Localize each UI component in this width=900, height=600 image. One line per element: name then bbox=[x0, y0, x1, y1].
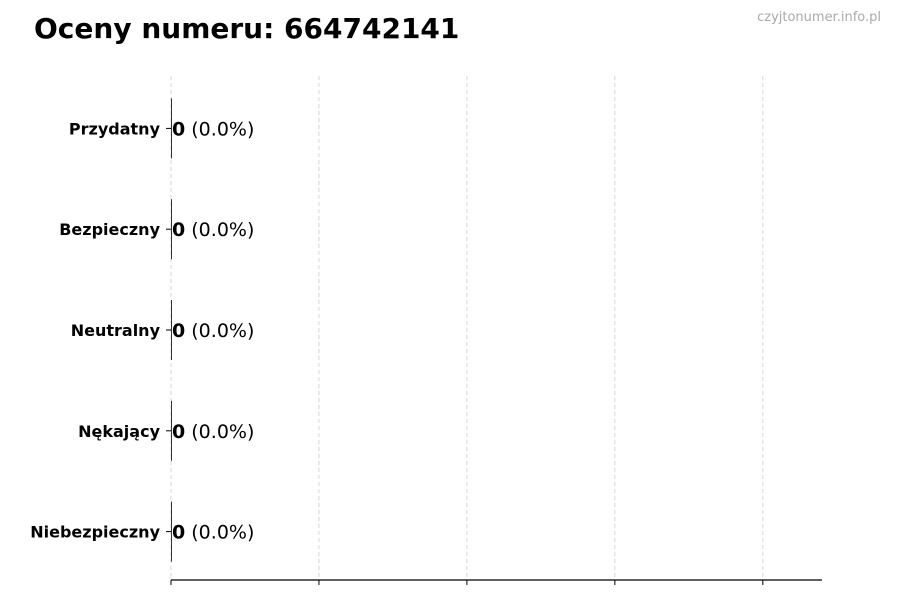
category-label: Nękający bbox=[78, 422, 160, 441]
bar bbox=[171, 300, 172, 360]
category-label: Bezpieczny bbox=[59, 220, 160, 239]
category-label: Przydatny bbox=[69, 119, 161, 138]
bar bbox=[171, 199, 172, 260]
data-label-count: 0 bbox=[172, 118, 185, 140]
bar bbox=[171, 400, 172, 461]
data-label-percent: (0.0%) bbox=[185, 320, 254, 342]
data-label-count: 0 bbox=[172, 421, 185, 443]
data-label-percent: (0.0%) bbox=[185, 421, 254, 443]
data-label-count: 0 bbox=[172, 219, 185, 241]
data-label-count: 0 bbox=[172, 522, 185, 544]
data-label-percent: (0.0%) bbox=[185, 522, 254, 544]
data-label-percent: (0.0%) bbox=[185, 219, 254, 241]
data-label: 0 (0.0%) bbox=[172, 522, 254, 544]
bar bbox=[171, 98, 172, 159]
watermark: czyjtonumer.info.pl bbox=[757, 10, 881, 25]
data-label-percent: (0.0%) bbox=[185, 118, 254, 140]
chart-title: Oceny numeru: 664742141 bbox=[34, 12, 460, 45]
data-label-count: 0 bbox=[172, 320, 185, 342]
category-label: Neutralny bbox=[71, 321, 161, 340]
category-label: Niebezpieczny bbox=[30, 523, 160, 542]
data-label: 0 (0.0%) bbox=[172, 320, 254, 342]
data-label: 0 (0.0%) bbox=[172, 118, 254, 140]
data-label: 0 (0.0%) bbox=[172, 219, 254, 241]
data-label: 0 (0.0%) bbox=[172, 421, 254, 443]
bar bbox=[171, 501, 172, 562]
